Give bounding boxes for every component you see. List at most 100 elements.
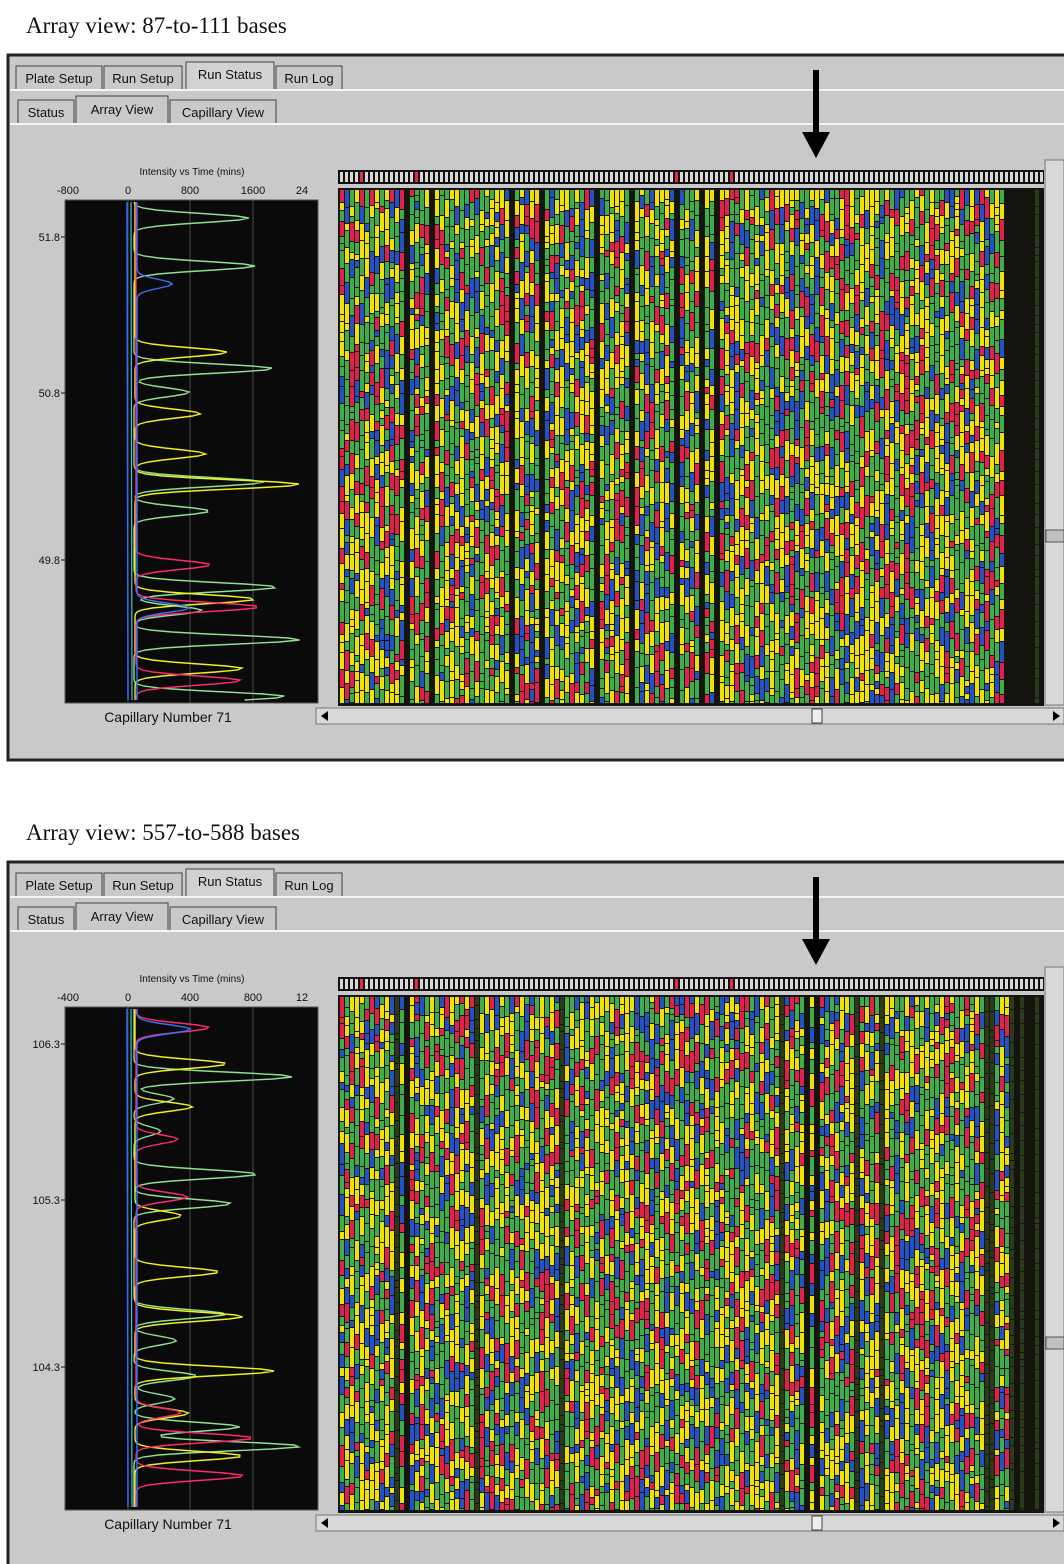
array-cell <box>680 318 684 338</box>
ruler-tick <box>695 172 698 182</box>
array-cell <box>350 353 354 370</box>
tab-label[interactable]: Run Setup <box>112 71 173 86</box>
array-cell <box>650 572 654 582</box>
array-cell <box>795 643 799 648</box>
array-cell <box>690 518 694 531</box>
subtab-label[interactable]: Array View <box>91 102 154 117</box>
array-cell <box>930 246 934 259</box>
subtab-label[interactable]: Status <box>28 105 65 120</box>
array-cell <box>500 597 504 607</box>
tab-label[interactable]: Plate Setup <box>25 71 92 86</box>
array-cell <box>485 579 489 593</box>
array-cell <box>610 455 614 474</box>
array-cell <box>785 278 789 292</box>
array-cell <box>750 225 754 239</box>
array-cell <box>830 678 834 696</box>
array-cell <box>1035 325 1039 332</box>
array-cell <box>580 499 584 517</box>
array-cell <box>960 360 964 366</box>
array-cell <box>435 324 439 330</box>
array-cell <box>755 406 759 414</box>
array-cell <box>435 406 439 421</box>
array-cell <box>890 315 894 325</box>
array-cell <box>1035 278 1039 289</box>
array-cell <box>370 586 374 605</box>
array-cell <box>380 294 384 307</box>
array-cell <box>780 286 784 293</box>
array-cell <box>915 385 919 390</box>
array-cell <box>760 325 764 335</box>
array-cell <box>820 528 824 540</box>
array-cell <box>590 702 594 703</box>
array-cell <box>485 240 489 246</box>
array-cell <box>415 490 419 498</box>
array-cell <box>525 665 529 683</box>
array-cell <box>515 240 519 247</box>
array-cell <box>875 266 879 275</box>
array-cell <box>580 695 584 703</box>
array-cell <box>885 371 889 389</box>
array-cell <box>555 359 559 369</box>
array-cell <box>690 682 694 698</box>
tab-label[interactable]: Run Status <box>198 67 263 82</box>
array-cell <box>575 478 579 485</box>
array-cell <box>500 476 504 494</box>
array-cell <box>575 287 579 305</box>
array-cell <box>925 285 929 297</box>
tab-label[interactable]: Run Log <box>284 71 333 86</box>
array-cell <box>745 465 749 480</box>
array-cell <box>560 367 564 387</box>
ruler-tick <box>725 172 728 182</box>
array-cell <box>660 522 664 527</box>
array-cell <box>915 549 919 560</box>
array-cell <box>920 301 924 308</box>
array-cell <box>665 651 669 670</box>
array-cell <box>870 556 874 568</box>
array-cell <box>435 448 439 455</box>
array-cell <box>865 307 869 325</box>
array-cell <box>355 203 359 220</box>
ruler-tick <box>905 172 908 182</box>
array-cell <box>590 190 594 206</box>
subtab-label[interactable]: Capillary View <box>182 105 265 120</box>
array-cell <box>470 279 474 297</box>
array-cell <box>925 348 929 357</box>
array-cell <box>975 406 979 426</box>
array-cell <box>860 386 864 406</box>
array-cell <box>525 459 529 474</box>
array-cell <box>705 517 709 532</box>
array-cell <box>990 457 994 477</box>
array-cell <box>970 453 974 472</box>
array-cell <box>815 190 819 208</box>
array-cell <box>990 509 994 526</box>
array-cell <box>445 200 449 217</box>
array-cell <box>850 366 854 372</box>
array-cell <box>355 297 359 305</box>
array-cell <box>920 693 924 703</box>
array-cell <box>740 470 744 475</box>
array-cell <box>680 294 684 307</box>
ruler-tick <box>490 172 493 182</box>
array-cell <box>725 351 729 365</box>
array-cell <box>545 665 549 678</box>
array-cell <box>550 403 554 423</box>
array-cell <box>925 445 929 462</box>
array-cell <box>730 499 734 515</box>
array-cell <box>735 306 739 322</box>
array-cell <box>980 422 984 427</box>
array-cell <box>375 331 379 336</box>
array-cell <box>935 678 939 693</box>
array-cell <box>685 579 689 596</box>
array-cell <box>780 458 784 474</box>
array-cell <box>515 412 519 418</box>
array-cell <box>965 236 969 254</box>
array-cell <box>860 228 864 245</box>
array-cell <box>470 610 474 616</box>
array-cell <box>980 660 984 670</box>
array-cell <box>555 294 559 301</box>
array-cell <box>495 272 499 290</box>
array-cell <box>965 341 969 359</box>
array-cell <box>865 580 869 599</box>
array-cell <box>805 561 809 571</box>
array-cell <box>755 617 759 627</box>
